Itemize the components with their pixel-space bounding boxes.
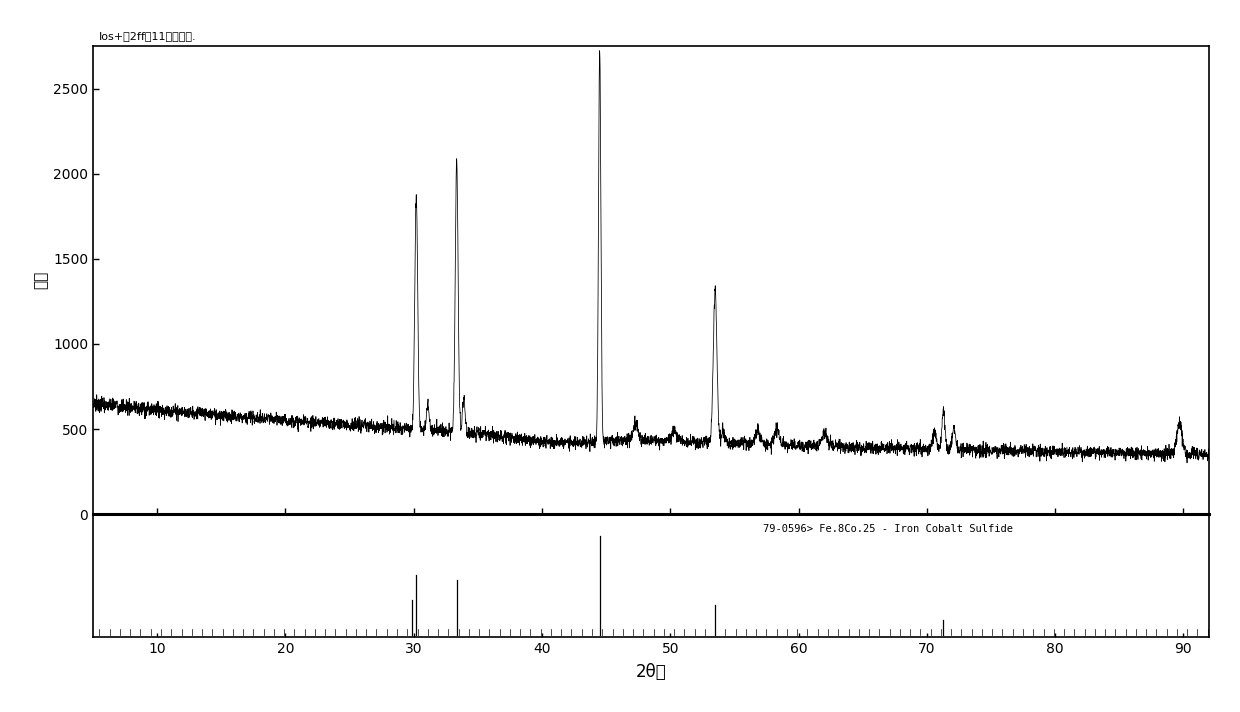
Text: 79-0596> Fe.8Co.25 - Iron Cobalt Sulfide: 79-0596> Fe.8Co.25 - Iron Cobalt Sulfide: [763, 524, 1013, 534]
Text: Ios+卦2ff（11）已参查.: Ios+卦2ff（11）已参查.: [99, 31, 196, 41]
X-axis label: 2θ角: 2θ角: [636, 663, 666, 681]
Y-axis label: 强度: 强度: [33, 271, 48, 289]
